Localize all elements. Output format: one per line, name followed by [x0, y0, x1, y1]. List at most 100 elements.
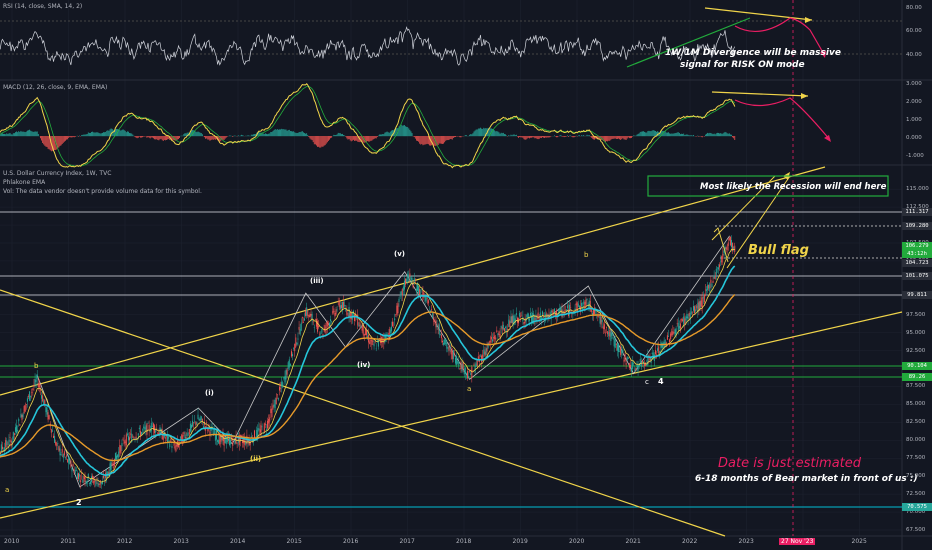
macd-histogram-bar [652, 130, 654, 137]
candle-body [608, 332, 610, 336]
candle-body [681, 319, 683, 321]
candle-body [440, 335, 442, 339]
macd-histogram-bar [199, 132, 201, 137]
candle-body [189, 423, 191, 432]
price-axis-tick: 95.000 [906, 329, 926, 336]
macd-histogram-bar [258, 131, 260, 137]
candle-body [87, 473, 89, 479]
candle-body [602, 326, 604, 330]
macd-histogram-bar [345, 136, 347, 137]
macd-histogram-bar [321, 136, 323, 147]
macd-histogram-bar [379, 134, 380, 137]
macd-histogram-bar [414, 136, 416, 139]
candle-body [574, 308, 576, 310]
candle-body [552, 312, 554, 313]
candle-body [611, 333, 613, 336]
macd-histogram-bar [170, 136, 172, 141]
candle-body [110, 461, 112, 470]
macd-histogram-bar [305, 133, 306, 137]
macd-histogram-bar [93, 132, 95, 137]
macd-histogram-bar [184, 133, 186, 137]
macd-histogram-bar [476, 129, 478, 137]
macd-histogram-bar [230, 135, 232, 137]
macd-histogram-bar [58, 136, 60, 148]
candle-body [322, 334, 324, 336]
wave-label-a-mid: a [467, 385, 472, 393]
macd-histogram-bar [508, 135, 510, 137]
candle-body [6, 440, 8, 446]
candle-body [275, 397, 277, 405]
candle-body [44, 399, 46, 405]
macd-histogram-bar [624, 136, 626, 140]
macd-histogram-bar [195, 131, 197, 137]
macd-histogram-bar [373, 136, 375, 140]
candle-body [406, 278, 408, 283]
candle-body [462, 362, 464, 370]
macd-histogram-bar [276, 129, 278, 137]
macd-histogram-bar [331, 136, 333, 138]
macd-histogram-bar [689, 135, 691, 137]
macd-histogram-bar [43, 136, 45, 145]
macd-histogram-bar [8, 133, 10, 137]
macd-histogram-bar [536, 136, 538, 139]
macd-histogram-bar [339, 133, 341, 137]
macd-histogram-bar [561, 136, 563, 137]
candle-body [114, 452, 116, 461]
macd-histogram-bar [618, 136, 619, 139]
macd-histogram-bar [143, 136, 145, 137]
macd-histogram-bar [495, 131, 497, 137]
macd-histogram-bar [687, 134, 689, 137]
candle-body [444, 339, 446, 345]
candle-body [533, 313, 535, 324]
macd-histogram-bar [723, 132, 725, 137]
macd-histogram-bar [518, 136, 519, 138]
candle-body [164, 437, 166, 439]
macd-histogram-bar [514, 135, 516, 137]
candle-body [60, 454, 62, 456]
candle-body [623, 360, 625, 362]
macd-histogram-bar [191, 130, 192, 137]
candle-body [586, 298, 588, 301]
price-axis-tick: 82.500 [906, 419, 926, 426]
wave-label-iv: (iv) [357, 361, 371, 369]
macd-histogram-bar [358, 136, 360, 143]
time-axis-tick: 2011 [60, 538, 76, 545]
macd-histogram-bar [671, 133, 673, 137]
candle-body [710, 279, 712, 283]
macd-histogram-bar [147, 136, 149, 137]
price-tag: 101.075 [902, 272, 932, 280]
candle-body [414, 283, 416, 285]
macd-histogram-bar [322, 136, 324, 147]
macd-histogram-bar [151, 136, 153, 138]
candle-body [714, 276, 716, 280]
macd-histogram-bar [336, 134, 338, 137]
candle-body [577, 303, 579, 307]
macd-histogram-bar [432, 136, 434, 145]
macd-histogram-bar [346, 136, 348, 139]
macd-histogram-bar [125, 132, 127, 137]
macd-histogram-bar [539, 136, 541, 138]
candle-body [167, 434, 169, 443]
macd-histogram-bar [411, 133, 413, 137]
price-axis-tick: 67.500 [906, 527, 926, 533]
candle-body [582, 308, 584, 310]
macd-histogram-bar [435, 136, 437, 147]
macd-histogram-bar [5, 134, 7, 137]
macd-histogram-bar [728, 133, 730, 137]
candle-body [127, 436, 129, 441]
macd-histogram-bar [196, 132, 198, 137]
macd-histogram-bar [160, 136, 162, 139]
macd-histogram-bar [282, 129, 284, 137]
macd-histogram-bar [232, 136, 234, 137]
date-note-text: Date is just estimated [718, 456, 862, 471]
candle-body [16, 425, 18, 434]
macd-histogram-bar [542, 136, 543, 138]
candle-body [41, 395, 43, 399]
macd-histogram-bar [123, 130, 125, 137]
candle-body [324, 325, 326, 333]
candle-body [397, 303, 399, 314]
macd-histogram-bar [316, 136, 317, 146]
macd-histogram-bar [460, 136, 462, 138]
candle-body [93, 481, 95, 484]
candle-body [510, 316, 512, 323]
